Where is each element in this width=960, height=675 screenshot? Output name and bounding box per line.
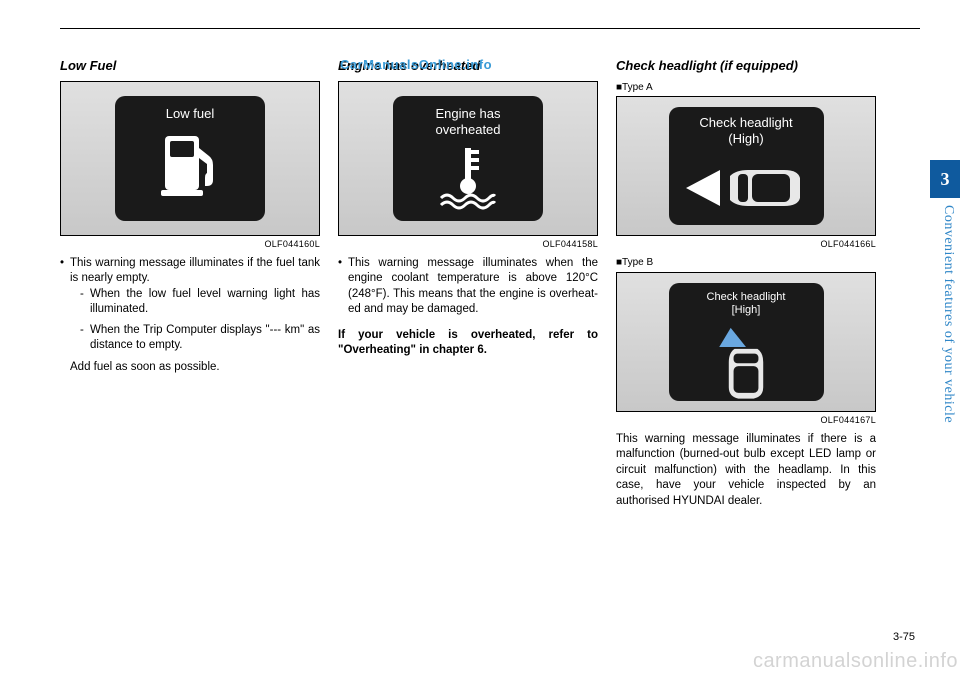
image-code-headlight-b: OLF044167L — [616, 414, 876, 426]
dash-item: When the low fuel level warning light ha… — [80, 287, 320, 318]
image-code-low-fuel: OLF044160L — [60, 238, 320, 250]
car-top-beam-vertical-icon — [716, 324, 776, 401]
display-overheat-text: Engine has overheated — [435, 106, 500, 139]
display-low-fuel-inner: Low fuel — [115, 96, 265, 221]
heading-low-fuel: Low Fuel — [60, 57, 320, 75]
dash-item: When the Trip Computer displays "--- km"… — [80, 323, 320, 354]
display-headlight-a-inner: Check headlight (High) — [669, 107, 824, 225]
bullet-item: This warning message illuminates when th… — [338, 256, 598, 318]
column-headlight: Check headlight (if equipped) ■Type A Ch… — [616, 57, 876, 509]
bold-note-overheat: If your vehicle is overheated, refer to … — [338, 328, 598, 359]
watermark-text: carmanualsonline.info — [753, 650, 958, 673]
display-headlight-b-inner: Check headlight [High] — [669, 283, 824, 401]
note-low-fuel: Add fuel as soon as possible. — [60, 360, 320, 376]
dash-list: When the low fuel level warning light ha… — [70, 287, 320, 354]
brand-overlay-text: CarManualsOnline.info — [340, 57, 492, 72]
side-caption: Convenient features of your vehicle — [934, 205, 956, 545]
bullet-text: This warning message illuminates if the … — [70, 257, 320, 285]
display-low-fuel: Low fuel — [60, 81, 320, 236]
image-code-overheat: OLF044158L — [338, 238, 598, 250]
body-headlight: This warning message illuminates if ther… — [616, 432, 876, 510]
line2: overheated — [435, 122, 500, 137]
line1: Check headlight — [699, 115, 792, 130]
display-overheat-inner: Engine has overheated — [393, 96, 543, 221]
display-headlight-a-text: Check headlight (High) — [699, 115, 792, 148]
display-low-fuel-text: Low fuel — [166, 106, 214, 122]
column-low-fuel: Low Fuel Low fuel OLF044160L This warnin… — [60, 57, 320, 509]
heading-headlight: Check headlight (if equipped) — [616, 57, 876, 75]
manual-page: CarManualsOnline.info Low Fuel Low fuel … — [60, 28, 920, 658]
bullet-list-overheat: This warning message illuminates when th… — [338, 256, 598, 318]
line2: [High] — [732, 304, 761, 316]
column-overheat: Engine has overheated Engine has overhea… — [338, 57, 598, 509]
image-code-headlight-a: OLF044166L — [616, 238, 876, 250]
bullet-item: This warning message illuminates if the … — [60, 256, 320, 354]
page-number: 3-75 — [893, 631, 915, 643]
display-headlight-b-text: Check headlight [High] — [707, 291, 786, 319]
display-headlight-b: Check headlight [High] — [616, 272, 876, 412]
coolant-temp-icon — [433, 144, 503, 210]
display-overheat: Engine has overheated — [338, 81, 598, 236]
content-columns: Low Fuel Low fuel OLF044160L This warnin… — [60, 29, 920, 509]
type-b-label: ■Type B — [616, 256, 876, 270]
line2: (High) — [728, 131, 763, 146]
line1: Engine has — [435, 106, 500, 121]
bullet-list-low-fuel: This warning message illuminates if the … — [60, 256, 320, 354]
display-headlight-a: Check headlight (High) — [616, 96, 876, 236]
car-top-beam-icon — [686, 154, 806, 212]
line1: Check headlight — [707, 291, 786, 303]
type-a-label: ■Type A — [616, 81, 876, 95]
fuel-pump-icon — [155, 128, 225, 202]
chapter-tab: 3 — [930, 160, 960, 198]
